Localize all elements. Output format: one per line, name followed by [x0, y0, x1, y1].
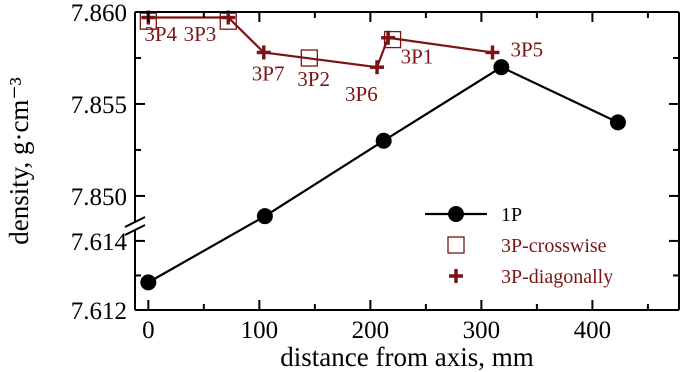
x-tick-label: 400: [574, 317, 612, 344]
axis-break-mark: [124, 224, 146, 236]
x-tick-label: 0: [142, 317, 155, 344]
y-tick-label: 7.860: [71, 0, 127, 27]
data-point-3p-diagonally: [449, 269, 463, 283]
series-line: [148, 16, 493, 69]
series-3p-crosswise: 3P4 3P3 3P2 3P1: [139, 12, 434, 91]
data-point-1p: [256, 208, 273, 225]
axis-break-mark: [124, 216, 146, 228]
x-tick-label: 200: [352, 317, 390, 344]
legend: 1P 3P-crosswise 3P-diagonally: [425, 204, 613, 288]
data-point-3p-diagonally: [381, 30, 396, 45]
y-axis-title: density, g·cm⁻³: [4, 77, 34, 245]
legend-entry: 1P: [425, 204, 522, 226]
y-tick-label: 7.850: [71, 184, 127, 211]
point-label: 3P7: [252, 61, 285, 85]
point-label: 3P1: [401, 45, 434, 69]
y-tick-label: 7.614: [71, 229, 128, 256]
data-point-1p: [448, 206, 464, 222]
series-3p-diagonally: 3P7 3P6 3P5: [141, 10, 543, 106]
point-label: 3P4: [144, 22, 177, 46]
data-point-1p: [375, 132, 392, 149]
chart-marks: 3P4 3P3 3P2 3P1 3P7 3P6 3P5: [139, 10, 626, 291]
legend-entry: 3P-crosswise: [447, 235, 607, 257]
legend-label: 3P-crosswise: [501, 235, 607, 257]
data-point-3p-diagonally: [256, 45, 271, 60]
chart-axes: 0 100 200 300 400 7.860 7.855 7.850 7.614 7.612: [71, 0, 680, 344]
x-axis-title: distance from axis, mm: [280, 342, 533, 372]
point-label: 3P2: [297, 67, 330, 91]
data-point-3p-diagonally: [485, 45, 500, 60]
y-tick-label: 7.612: [71, 298, 127, 325]
data-point-1p: [140, 274, 157, 291]
legend-entry: 3P-diagonally: [449, 266, 613, 288]
data-point-1p: [493, 59, 510, 76]
legend-label: 1P: [501, 204, 522, 226]
point-label: 3P3: [184, 22, 217, 46]
point-label: 3P6: [345, 82, 378, 106]
series-1p: [140, 59, 626, 291]
point-label: 3P5: [510, 37, 543, 61]
legend-label: 3P-diagonally: [501, 266, 613, 288]
data-point-1p: [609, 114, 626, 131]
data-point-3p-crosswise: [447, 236, 465, 254]
x-tick-label: 300: [463, 317, 501, 344]
y-tick-label: 7.855: [71, 92, 127, 119]
data-point-3p-diagonally: [370, 60, 385, 75]
x-tick-label: 100: [241, 317, 279, 344]
